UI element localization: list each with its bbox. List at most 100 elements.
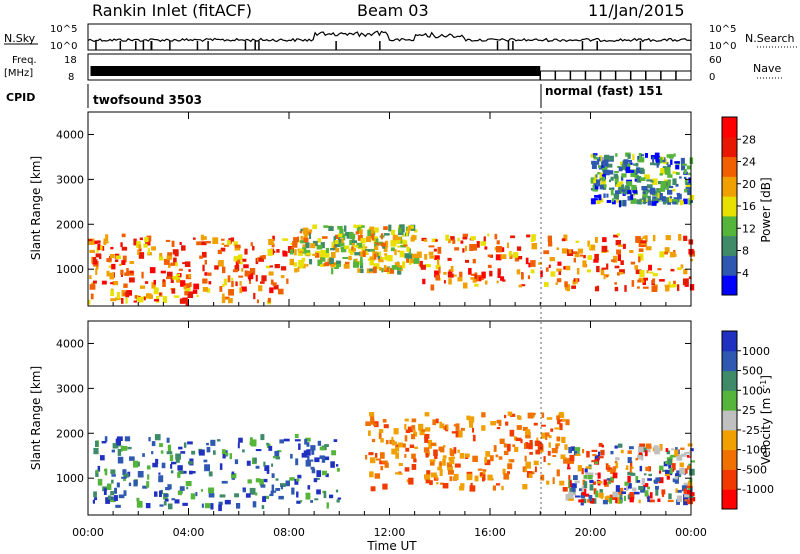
x-tick-label: 00:00 xyxy=(675,526,707,539)
nsky-label: N.Sky xyxy=(4,32,36,45)
heat-cell xyxy=(597,172,601,175)
heat-cell xyxy=(201,503,204,508)
heat-cell xyxy=(684,188,689,193)
heat-cell xyxy=(664,169,671,175)
heat-cell xyxy=(649,187,656,195)
heat-cell xyxy=(525,429,531,435)
heat-cell xyxy=(181,470,187,474)
heat-cell xyxy=(622,199,627,207)
heat-cell xyxy=(627,457,632,463)
heat-cell xyxy=(179,298,186,304)
heat-cell xyxy=(601,267,607,270)
heat-cell xyxy=(222,266,226,274)
heat-cell xyxy=(577,248,583,254)
heat-cell xyxy=(110,298,117,302)
heat-cell xyxy=(487,264,492,269)
heat-cell xyxy=(646,189,652,193)
x-tick-label: 00:00 xyxy=(72,526,104,539)
colorbar-swatch xyxy=(722,350,737,372)
heat-cell xyxy=(88,239,93,242)
heat-cell xyxy=(457,237,460,242)
heat-cell xyxy=(263,461,266,467)
heat-cell xyxy=(598,157,601,162)
heat-cell xyxy=(402,240,408,246)
heat-cell xyxy=(191,450,196,455)
heat-cell xyxy=(101,280,107,285)
heat-cell xyxy=(498,456,503,460)
heat-cell xyxy=(226,240,231,246)
heat-cell xyxy=(123,490,127,496)
heat-cell xyxy=(614,265,620,269)
heat-cell xyxy=(144,281,149,284)
heat-cell xyxy=(667,499,674,503)
heat-cell xyxy=(400,245,407,248)
heat-cell xyxy=(285,480,290,487)
heat-cell xyxy=(679,462,684,468)
heat-cell xyxy=(348,248,352,254)
heat-cell xyxy=(447,470,454,475)
heat-cell xyxy=(614,175,619,183)
heat-cell xyxy=(126,290,132,296)
heat-cell xyxy=(216,439,221,442)
heat-cell xyxy=(263,495,269,499)
heat-cell xyxy=(202,278,208,284)
heat-cell xyxy=(632,163,637,166)
heat-cell xyxy=(657,268,662,271)
heat-cell xyxy=(109,272,114,280)
heat-cell xyxy=(411,434,416,440)
heat-cell xyxy=(331,450,336,456)
heat-cell xyxy=(669,251,675,258)
heat-cell xyxy=(651,200,657,206)
heat-cell xyxy=(443,272,447,275)
heat-cell xyxy=(219,494,226,498)
heat-cell xyxy=(242,487,246,490)
heat-cell xyxy=(664,473,671,476)
heat-cell xyxy=(657,447,661,452)
heat-cell xyxy=(614,460,618,464)
heat-cell xyxy=(381,268,384,273)
heat-cell xyxy=(93,448,99,455)
power-heatmap xyxy=(88,152,695,307)
heat-cell xyxy=(242,258,247,262)
heat-cell xyxy=(638,277,645,283)
colorbar-tick-label: 20 xyxy=(742,178,756,191)
heat-cell xyxy=(629,466,632,473)
heat-cell xyxy=(339,242,345,247)
heat-cell xyxy=(661,196,666,202)
heat-cell xyxy=(174,276,181,280)
heat-cell xyxy=(214,265,219,270)
heat-cell xyxy=(259,255,264,260)
heat-cell xyxy=(195,492,198,497)
heat-cell xyxy=(367,258,371,261)
heat-cell xyxy=(646,184,653,189)
heat-cell xyxy=(139,248,142,252)
heat-cell xyxy=(146,481,150,488)
heat-cell xyxy=(580,254,584,257)
heat-cell xyxy=(447,466,453,471)
heat-cell xyxy=(458,430,463,438)
heat-cell xyxy=(163,501,167,506)
heat-cell xyxy=(296,491,299,498)
heat-cell xyxy=(143,243,148,248)
heat-cell xyxy=(595,174,598,178)
heat-cell xyxy=(373,263,380,270)
heat-cell xyxy=(498,423,502,427)
heat-cell xyxy=(601,174,605,177)
heat-cell xyxy=(652,273,658,277)
heat-cell xyxy=(223,278,227,286)
heat-cell xyxy=(133,460,139,468)
heat-cell xyxy=(408,225,411,231)
heat-cell xyxy=(431,238,438,243)
heat-cell xyxy=(249,441,256,446)
heat-cell xyxy=(557,419,561,425)
nave-tick-bottom: 0 xyxy=(709,72,715,83)
heat-cell xyxy=(291,246,294,252)
heat-cell xyxy=(686,165,692,170)
heat-cell xyxy=(384,253,388,261)
heat-cell xyxy=(192,289,198,294)
heat-cell xyxy=(371,233,375,241)
heat-cell xyxy=(104,436,108,442)
heat-cell xyxy=(666,161,669,165)
heat-cell xyxy=(110,246,114,250)
heat-cell xyxy=(116,291,120,299)
